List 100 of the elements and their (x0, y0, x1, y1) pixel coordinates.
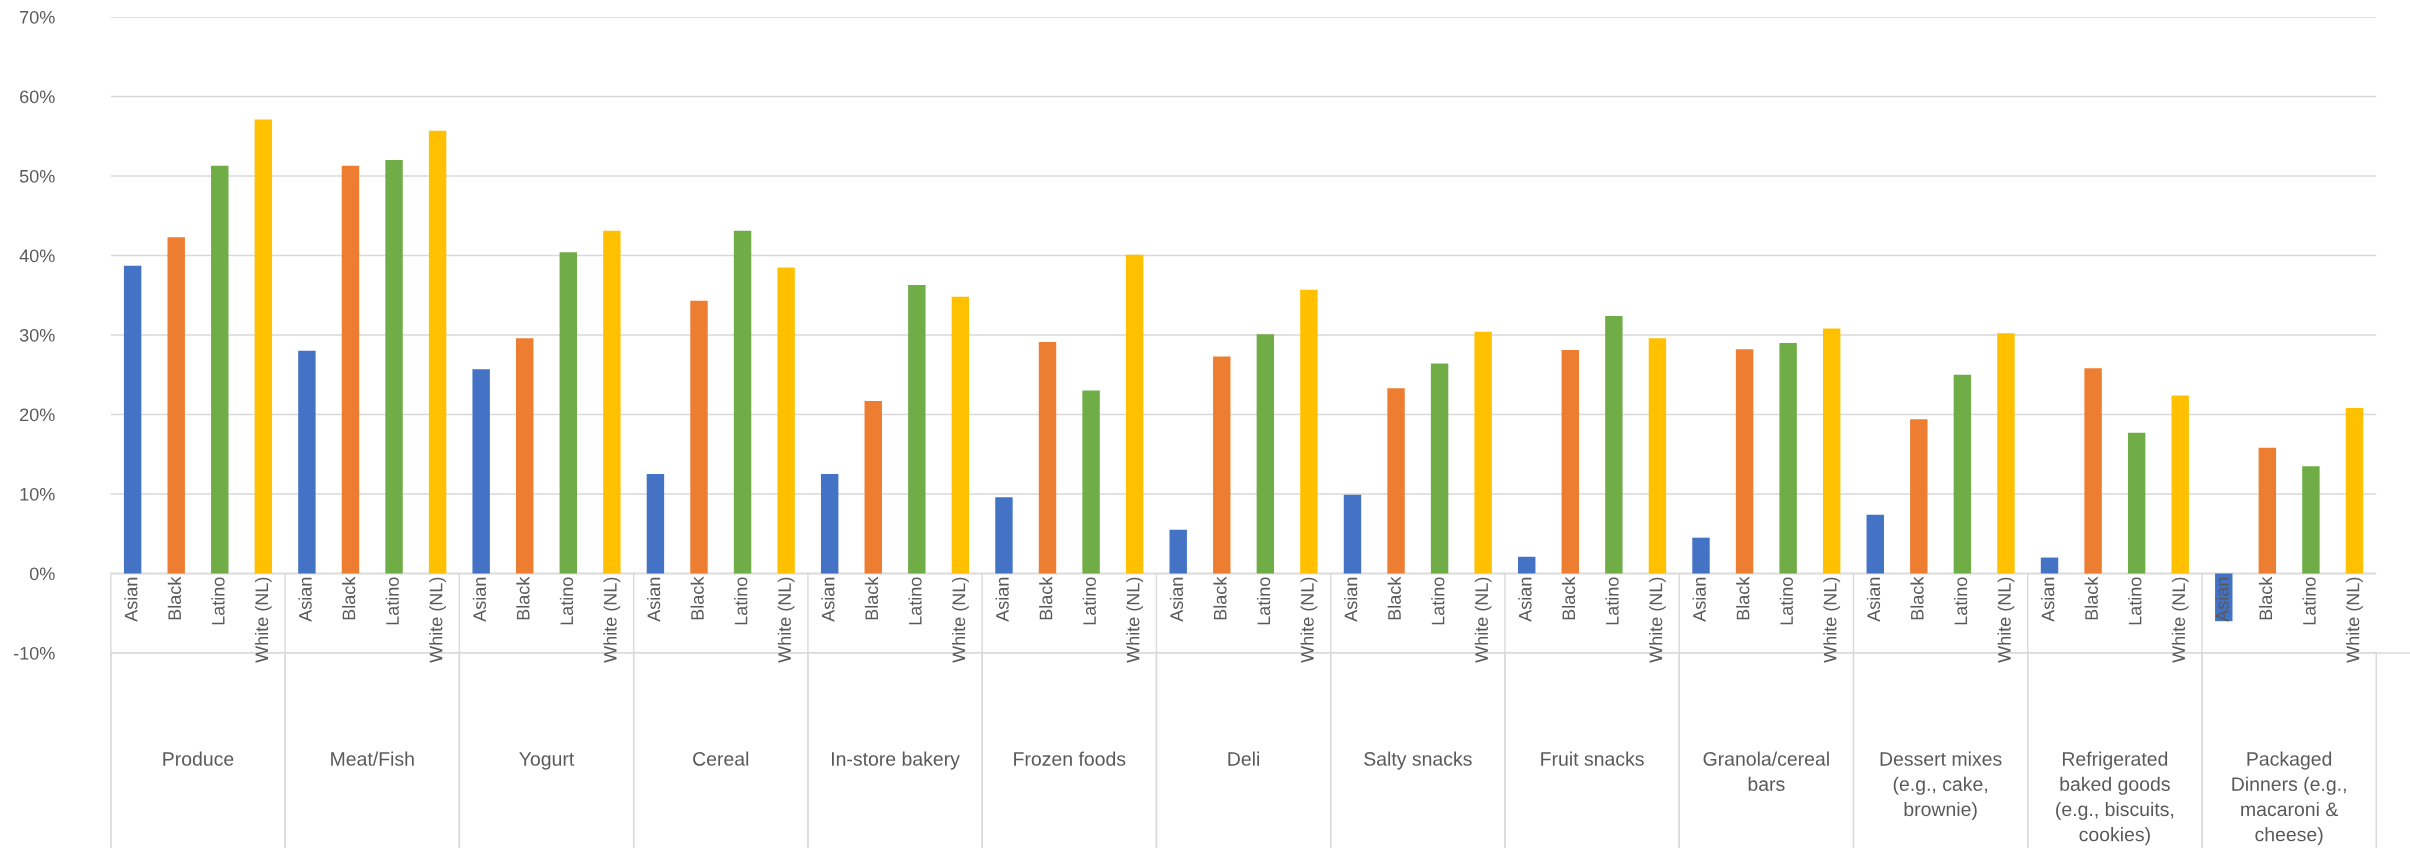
bar (1735, 349, 1754, 574)
bar (1213, 356, 1231, 574)
y-tick-label: 60% (20, 90, 55, 104)
text: Asian (472, 577, 487, 622)
text: Latino (1431, 577, 1445, 625)
text: White (NL) (1126, 577, 1144, 663)
bar (516, 338, 534, 574)
y-tick-label: 50% (19, 169, 55, 183)
text: Asian (1692, 577, 1706, 622)
text: Latino (2128, 577, 2142, 625)
bar (1605, 315, 1623, 574)
bar (2171, 395, 2189, 574)
y-tick-label: 10% (20, 487, 55, 501)
y-tick-label: 20% (20, 408, 55, 422)
bar (1561, 350, 1580, 574)
text: Asian (298, 577, 312, 622)
bar (2127, 432, 2146, 574)
text: Asian (124, 577, 138, 622)
bar (1866, 514, 1884, 574)
text: Latino (1256, 577, 1271, 625)
text: Latino (385, 577, 399, 625)
text: White (NL) (1474, 577, 1492, 663)
text: Asian (821, 577, 835, 622)
bar (2345, 408, 2364, 574)
text: Black (342, 576, 356, 620)
y-tick-label: 30% (19, 328, 55, 342)
bar (254, 119, 273, 574)
text: White (NL) (429, 577, 447, 663)
text: White (NL) (1300, 577, 1318, 663)
text: Black (167, 576, 182, 620)
text: Black (2258, 576, 2273, 620)
bar (1822, 328, 1841, 574)
bar (1430, 363, 1449, 574)
bar (167, 237, 185, 574)
x-tick-label: Granola/cereal bars (1703, 751, 1829, 791)
bar (690, 300, 708, 574)
y-tick-label: 40% (19, 249, 55, 263)
bar (1256, 334, 1275, 574)
text: Black (1039, 576, 1053, 620)
bar (603, 230, 621, 574)
text: Asian (1169, 577, 1184, 622)
bar (428, 130, 447, 574)
bar (1648, 338, 1667, 574)
bar (2258, 447, 2277, 574)
text: Asian (995, 577, 1009, 622)
text: Black (1387, 576, 1401, 620)
text: White (NL) (254, 577, 272, 663)
x-tick-label: Frozen foods (1014, 751, 1126, 766)
text: Latino (1779, 577, 1793, 625)
bar (864, 400, 882, 574)
bar (1910, 419, 1928, 574)
text: White (NL) (603, 577, 621, 663)
bar (472, 369, 490, 574)
bar (2040, 557, 2059, 574)
bar (1125, 254, 1144, 574)
text: Black (2084, 576, 2098, 620)
text: Latino (1605, 577, 1619, 625)
text: Asian (1518, 577, 1532, 622)
y-tick-label: 70% (20, 10, 55, 24)
text: Asian (647, 577, 661, 622)
bar (123, 265, 142, 574)
series-label: Asian (2215, 577, 2229, 622)
text: Black (1736, 576, 1750, 620)
bar (1997, 333, 2015, 574)
bar (341, 165, 360, 574)
x-tick-label: Packaged Dinners (e.g., macaroni & cheese) (2232, 751, 2346, 846)
bar (559, 252, 578, 574)
text: White (NL) (1823, 577, 1841, 663)
bar (1692, 537, 1710, 574)
text: Asian (2041, 577, 2055, 622)
x-tick-label: Fruit snacks (1541, 751, 1644, 766)
bar (1300, 289, 1318, 574)
bar (1082, 390, 1100, 574)
x-tick-label: Yogurt (519, 752, 575, 770)
text: White (NL) (1997, 577, 2015, 663)
bar (1953, 374, 1972, 574)
x-tick-label: Refrigerated baked goods (e.g., biscuits, cookies) (2056, 751, 2174, 846)
text: White (NL) (2171, 577, 2189, 663)
bar (1169, 529, 1187, 574)
bar (2084, 368, 2102, 574)
text: Latino (559, 577, 574, 625)
bar (2302, 466, 2320, 574)
x-tick-label: Dessert mixes (e.g., cake, brownie) (1880, 751, 2002, 820)
text: Latino (1953, 577, 1968, 625)
text: Asian (1866, 577, 1881, 622)
text: Black (690, 576, 704, 620)
text: Latino (1082, 577, 1096, 625)
text: Latino (734, 577, 748, 625)
text: White (NL) (1649, 577, 1666, 663)
x-tick-label: In-store bakery (832, 751, 960, 770)
x-tick-label: Salty snacks (1364, 751, 1472, 770)
text: Latino (2302, 577, 2316, 625)
x-tick-label: Deli (1228, 751, 1259, 766)
text: White (NL) (951, 577, 969, 663)
x-tick-label: Produce (163, 751, 234, 766)
bar (1474, 331, 1492, 574)
bar (951, 296, 970, 574)
text: Black (1213, 576, 1227, 620)
bar (1038, 342, 1057, 574)
bar (1779, 342, 1797, 574)
